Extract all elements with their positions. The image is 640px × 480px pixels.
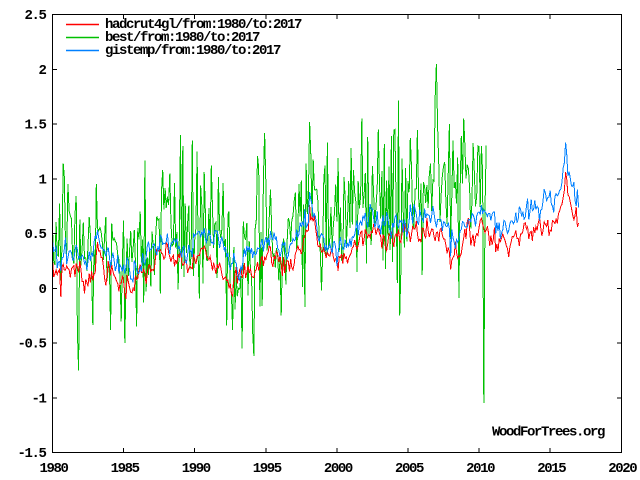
svg-text:1.5: 1.5 [24, 118, 46, 134]
svg-text:-0.5: -0.5 [17, 337, 46, 353]
svg-text:gistemp/from:1980/to:2017: gistemp/from:1980/to:2017 [105, 43, 281, 59]
svg-text:-1.5: -1.5 [17, 446, 46, 462]
svg-text:2020: 2020 [608, 461, 637, 477]
svg-text:-1: -1 [31, 391, 46, 407]
svg-text:2010: 2010 [466, 461, 495, 477]
svg-text:1985: 1985 [111, 461, 140, 477]
svg-text:1990: 1990 [182, 461, 211, 477]
svg-text:WoodForTrees.org: WoodForTrees.org [492, 425, 605, 441]
svg-text:2: 2 [38, 63, 46, 79]
svg-text:hadcrut4gl/from:1980/to:2017: hadcrut4gl/from:1980/to:2017 [105, 17, 302, 33]
svg-text:1995: 1995 [253, 461, 282, 477]
svg-text:2005: 2005 [395, 461, 424, 477]
svg-text:1980: 1980 [39, 461, 68, 477]
svg-text:0: 0 [38, 282, 46, 298]
svg-text:2015: 2015 [537, 461, 566, 477]
svg-text:2000: 2000 [324, 461, 353, 477]
svg-text:2.5: 2.5 [24, 8, 46, 24]
svg-text:0.5: 0.5 [24, 227, 46, 243]
svg-text:best/from:1980/to:2017: best/from:1980/to:2017 [105, 30, 260, 46]
svg-text:1: 1 [38, 172, 46, 188]
